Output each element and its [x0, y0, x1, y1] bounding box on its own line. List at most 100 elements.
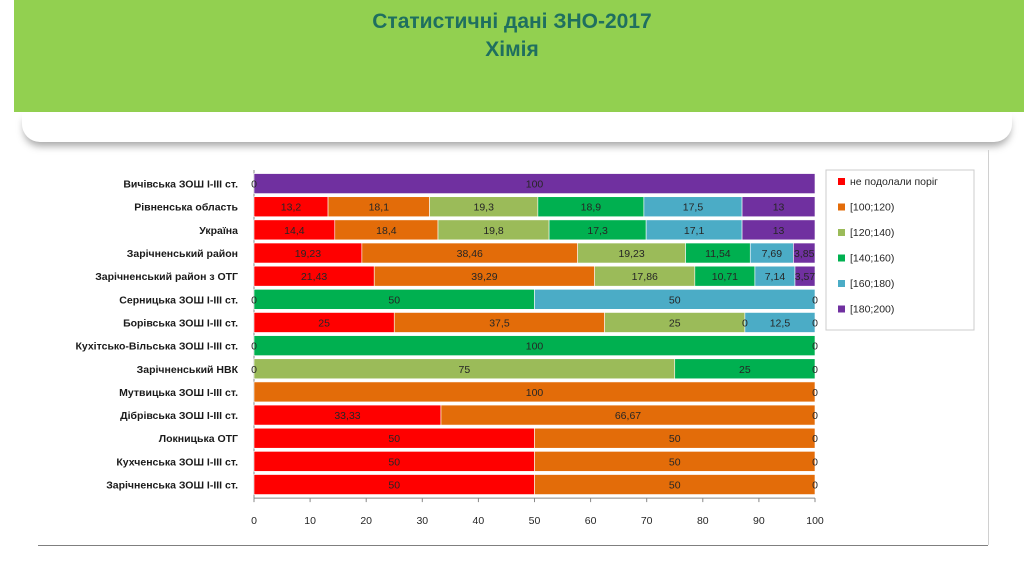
data-label: 18,9 — [581, 202, 602, 214]
legend-label: [100;120) — [850, 202, 894, 214]
bar-segment — [253, 335, 816, 356]
chart-frame-right — [988, 150, 989, 545]
data-label: 75 — [459, 364, 471, 376]
data-label: 100 — [526, 179, 544, 191]
data-label: 13 — [773, 202, 785, 214]
category-label: Зарічненська ЗОШ І-ІІІ ст. — [106, 480, 238, 492]
data-label: 39,29 — [471, 271, 497, 283]
category-label: Кухітсько-Вільська ЗОШ І-ІІІ ст. — [75, 341, 238, 353]
category-label: Зарічненський НВК — [137, 364, 239, 376]
data-label: 100 — [526, 341, 544, 353]
data-label: 13,2 — [281, 202, 302, 214]
data-label: 7,14 — [765, 271, 786, 283]
data-label: 0 — [812, 480, 818, 492]
data-label: 0 — [812, 317, 818, 329]
legend-swatch — [838, 305, 845, 313]
data-label: 7,69 — [762, 248, 783, 260]
legend-swatch — [838, 203, 845, 211]
bar-segment — [741, 219, 816, 241]
x-tick-label: 50 — [529, 515, 541, 527]
slide-subtitle: Хімія — [485, 38, 539, 61]
data-label: 0 — [251, 179, 257, 191]
data-label: 50 — [388, 433, 400, 445]
data-label: 0 — [812, 294, 818, 306]
bar-segment — [253, 381, 816, 403]
data-label: 33,33 — [334, 410, 360, 422]
x-tick-label: 60 — [585, 515, 597, 527]
data-label: 0 — [812, 433, 818, 445]
data-label: 19,23 — [295, 248, 321, 260]
legend-label: [140;160) — [850, 253, 894, 265]
bar-segment — [534, 474, 816, 495]
chart-area: Вичівська ЗОШ І-ІІІ ст. Рівненська област… — [0, 150, 1024, 550]
data-label: 25 — [669, 317, 681, 329]
x-tick-label: 80 — [697, 515, 709, 527]
data-label: 50 — [669, 480, 681, 492]
data-label: 13 — [773, 225, 785, 237]
bar-segment — [744, 312, 816, 333]
bar-segment — [534, 427, 816, 449]
legend-label: [180;200) — [850, 304, 894, 316]
bar-segment — [534, 289, 816, 310]
data-label: 12,5 — [770, 317, 791, 329]
data-label: 10,71 — [712, 271, 738, 283]
data-label: 3,57 — [795, 271, 816, 283]
data-label: 38,46 — [457, 248, 483, 260]
bottom-rule — [38, 545, 988, 546]
data-label: 0 — [812, 364, 818, 376]
data-label: 66,67 — [615, 410, 641, 422]
category-label: Дібрівська ЗОШ І-ІІІ ст. — [120, 410, 238, 422]
data-label: 37,5 — [489, 317, 510, 329]
category-label: Борівська ЗОШ І-ІІІ ст. — [123, 317, 238, 329]
bar-segment — [253, 173, 816, 194]
data-label: 0 — [812, 341, 818, 353]
data-label: 0 — [251, 364, 257, 376]
x-tick-label: 40 — [473, 515, 485, 527]
data-label: 100 — [526, 387, 544, 399]
category-label: Зарічненський район з ОТГ — [95, 271, 238, 283]
title-banner — [14, 0, 1024, 112]
data-label: 17,1 — [684, 225, 705, 237]
x-tick-label: 10 — [304, 515, 316, 527]
category-label: Україна — [199, 225, 238, 237]
bar-segment — [534, 451, 816, 472]
data-label: 0 — [812, 387, 818, 399]
data-label: 25 — [318, 317, 330, 329]
data-label: 50 — [388, 480, 400, 492]
data-label: 19,3 — [474, 202, 495, 214]
data-label: 17,5 — [683, 202, 704, 214]
x-tick-label: 20 — [360, 515, 372, 527]
legend-swatch — [838, 254, 845, 262]
data-label: 0 — [812, 410, 818, 422]
legend-swatch — [838, 280, 845, 287]
category-label: Вичівська ЗОШ І-ІІІ ст. — [123, 179, 238, 191]
data-label: 25 — [739, 364, 751, 376]
category-label: Серницька ЗОШ І-ІІІ ст. — [119, 294, 238, 306]
data-label: 18,1 — [369, 202, 390, 214]
data-label: 50 — [388, 456, 400, 468]
bar-segment — [674, 358, 816, 380]
data-label: 0 — [251, 294, 257, 306]
data-label: 17,86 — [632, 271, 658, 283]
data-label: 3,85 — [794, 248, 815, 260]
x-tick-label: 0 — [251, 515, 257, 527]
data-label: 11,54 — [705, 248, 731, 260]
legend-box — [825, 169, 975, 331]
data-label: 0 — [251, 341, 257, 353]
data-label: 21,43 — [301, 271, 327, 283]
data-label: 50 — [669, 294, 681, 306]
x-tick-label: 30 — [416, 515, 428, 527]
category-label: Мутвицька ЗОШ І-ІІІ ст. — [119, 387, 238, 399]
legend-label: [160;180) — [850, 278, 894, 290]
legend-swatch — [838, 229, 845, 236]
bar-segment — [794, 265, 816, 287]
bar-segment — [741, 196, 816, 218]
bar-segment — [440, 404, 816, 426]
x-tick-label: 90 — [753, 515, 765, 527]
legend-label: не подолали поріг — [850, 176, 938, 188]
legend-swatch — [838, 178, 845, 185]
x-tick-label: 100 — [806, 515, 824, 527]
data-label: 14,4 — [284, 225, 305, 237]
category-label: Локницька ОТГ — [159, 433, 238, 445]
data-label: 0 — [812, 456, 818, 468]
